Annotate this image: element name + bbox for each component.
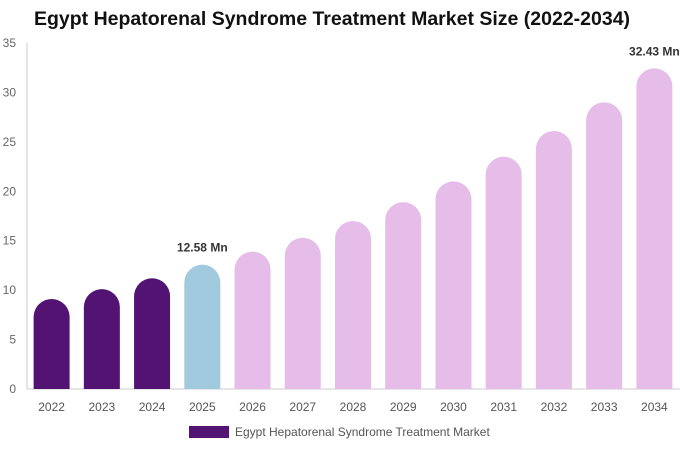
bar — [485, 156, 522, 389]
x-tick-label: 2031 — [490, 400, 517, 414]
bar — [184, 264, 221, 389]
legend-swatch — [189, 426, 229, 438]
y-tick-label: 0 — [9, 382, 16, 396]
bar — [33, 299, 70, 389]
y-tick-label: 5 — [9, 333, 16, 347]
x-tick-label: 2022 — [38, 400, 65, 414]
x-tick-label: 2034 — [641, 400, 668, 414]
bar — [535, 130, 572, 390]
bar — [134, 278, 171, 389]
bar — [83, 289, 120, 389]
legend: Egypt Hepatorenal Syndrome Treatment Mar… — [189, 425, 490, 439]
y-tick-label: 30 — [3, 85, 17, 99]
x-tick-label: 2023 — [88, 400, 115, 414]
y-tick-label: 10 — [3, 283, 17, 297]
y-tick-label: 25 — [3, 135, 17, 149]
y-tick-label: 35 — [3, 36, 17, 50]
x-tick-label: 2028 — [340, 400, 367, 414]
x-tick-label: 2024 — [139, 400, 166, 414]
legend-label: Egypt Hepatorenal Syndrome Treatment Mar… — [235, 425, 490, 439]
bar — [284, 237, 321, 389]
x-tick-label: 2026 — [239, 400, 266, 414]
bar — [385, 202, 422, 389]
bar — [234, 251, 271, 389]
bar — [335, 220, 371, 389]
x-tick-label: 2029 — [390, 400, 417, 414]
data-label: 12.58 Mn — [177, 241, 228, 255]
y-tick-label: 15 — [3, 234, 17, 248]
bar — [435, 181, 472, 389]
x-tick-label: 2030 — [440, 400, 467, 414]
bar — [636, 68, 673, 390]
chart-title: Egypt Hepatorenal Syndrome Treatment Mar… — [34, 8, 631, 30]
bar — [586, 102, 623, 390]
y-tick-label: 20 — [3, 184, 17, 198]
x-tick-label: 2033 — [591, 400, 618, 414]
data-label: 32.43 Mn — [629, 44, 680, 58]
x-tick-label: 2027 — [289, 400, 316, 414]
x-tick-label: 2032 — [541, 400, 568, 414]
x-tick-label: 2025 — [189, 400, 216, 414]
